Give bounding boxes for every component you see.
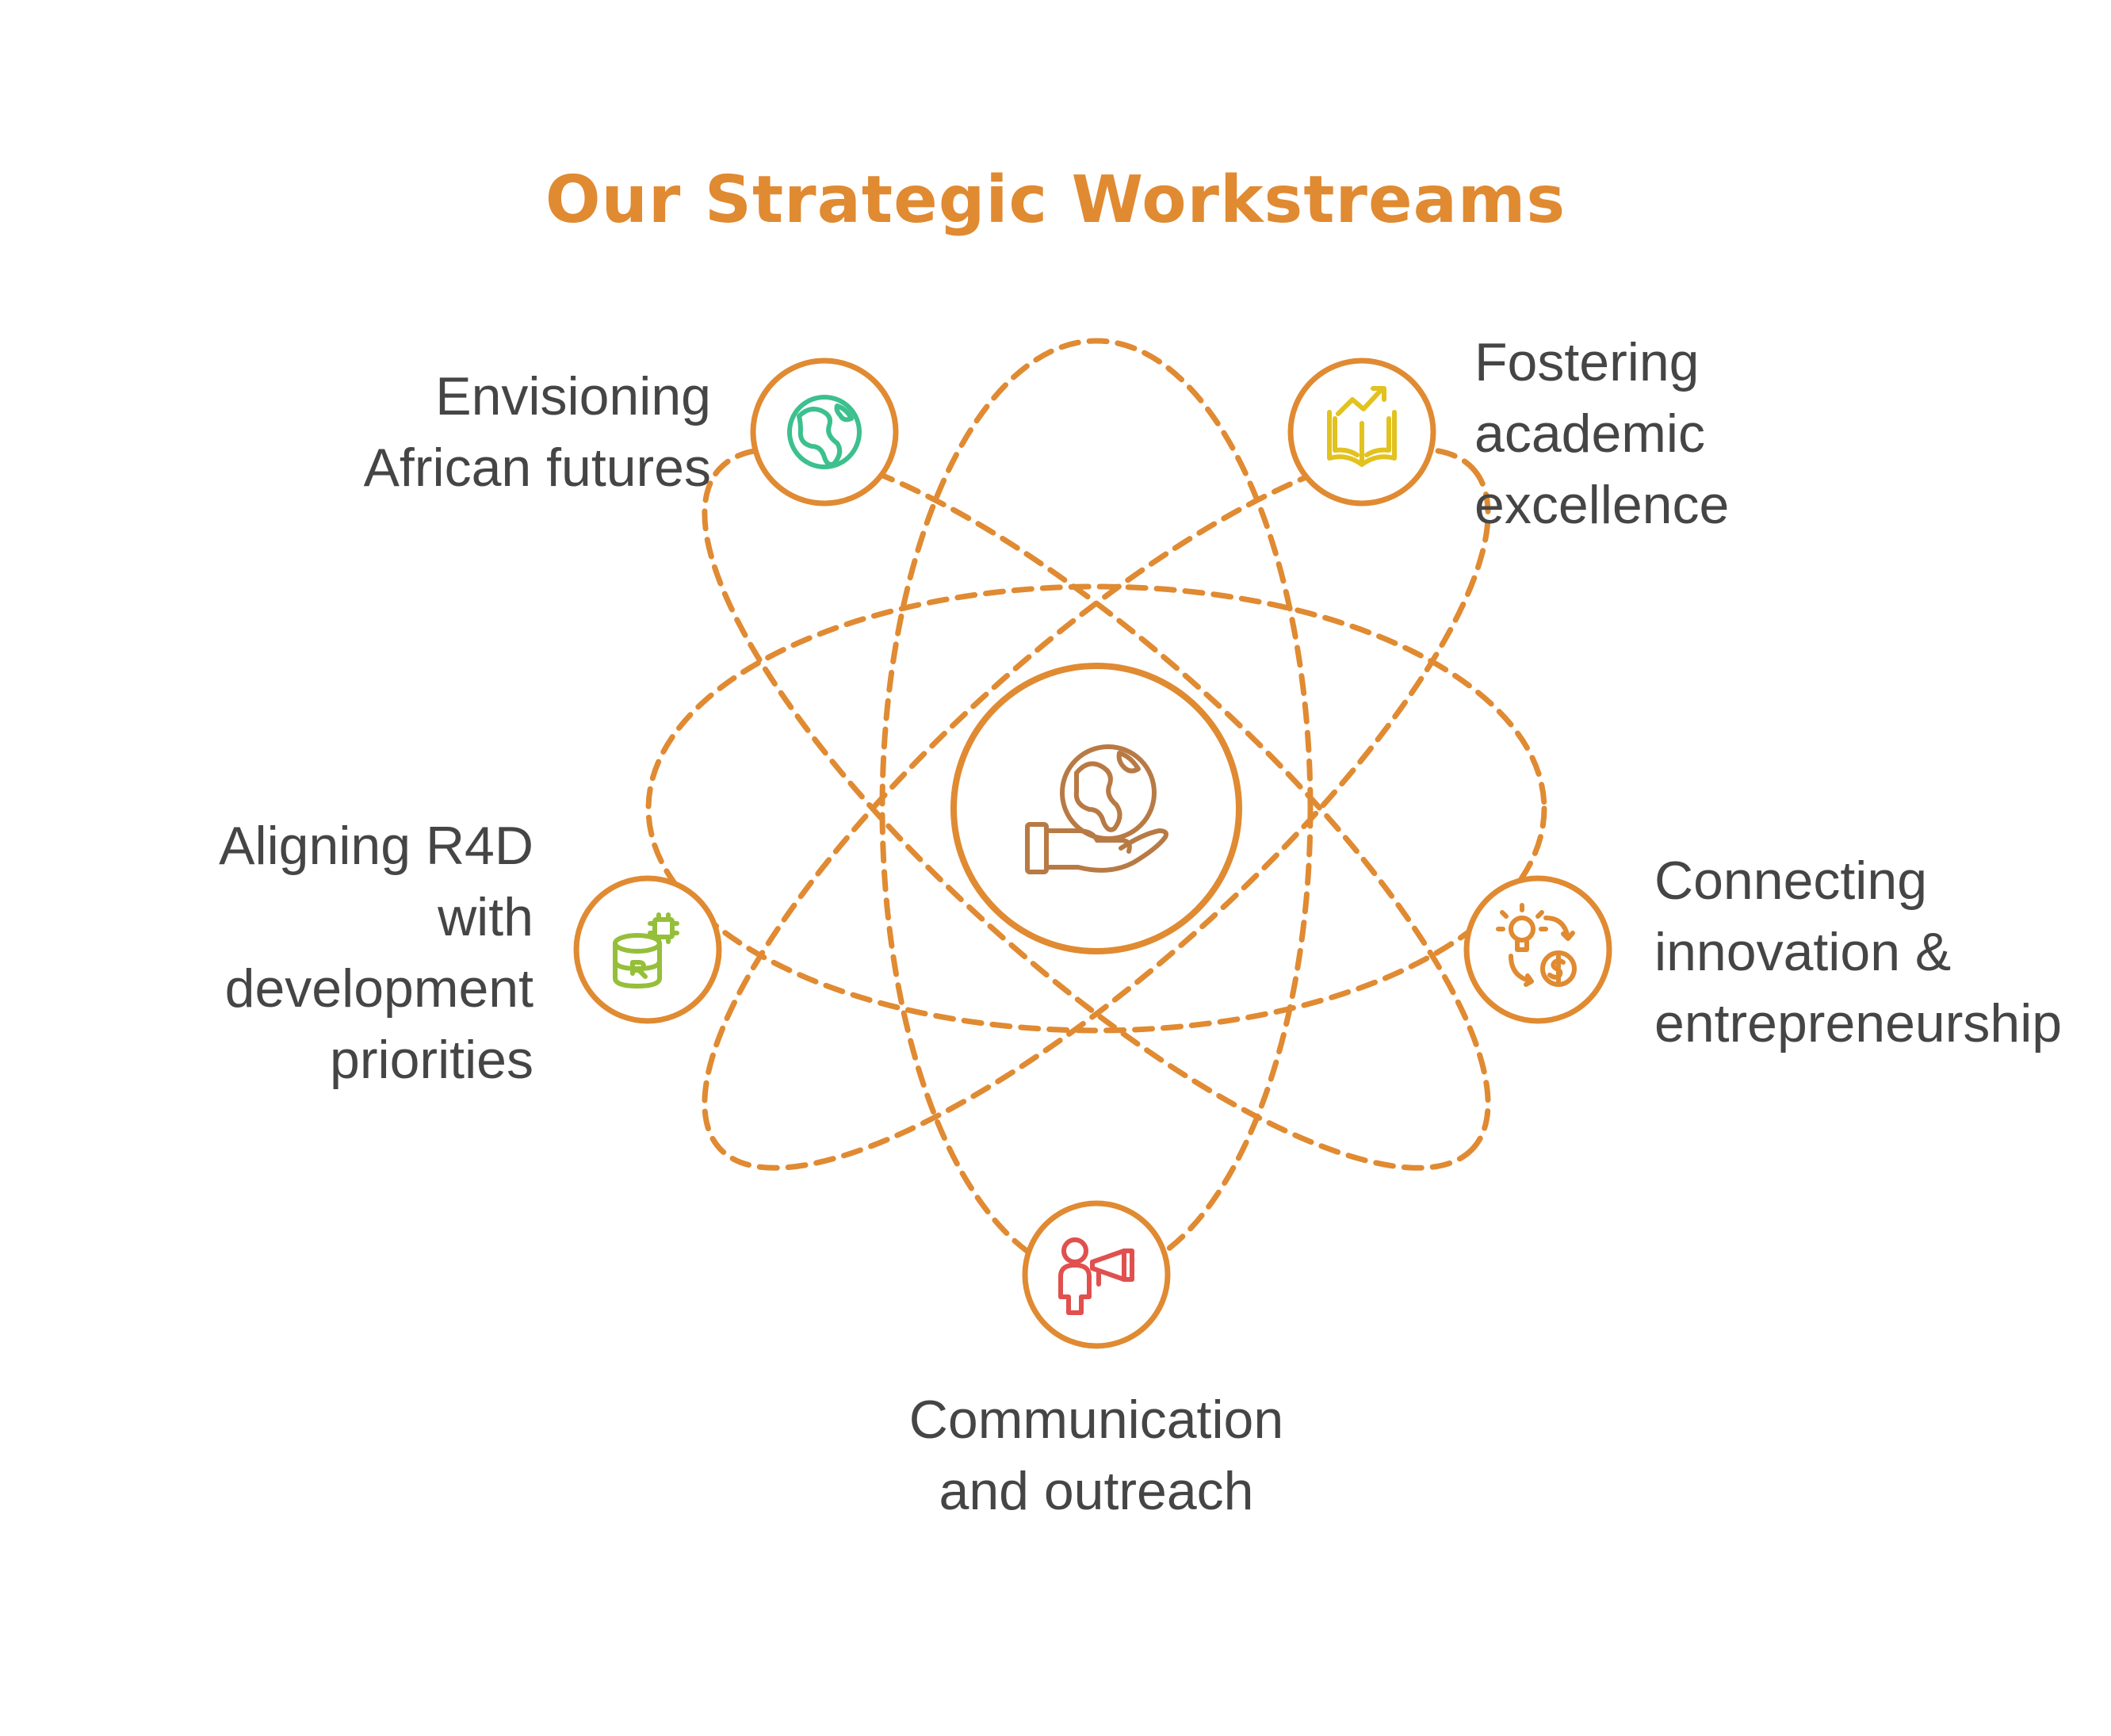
label-communication-outreach: Communication and outreach (908, 1390, 1284, 1521)
globe-africa-icon (787, 395, 862, 469)
orbit-diagonal-up (702, 446, 1491, 1171)
diagram-title: Our Strategic Workstreams (545, 163, 1566, 238)
orbit-horizontal (645, 583, 1547, 1034)
label-connecting-innovation: Connecting innovation & entrepreneurship (1654, 851, 2063, 1053)
book-growth-icon (1327, 386, 1397, 467)
hand-holding-globe-icon (1025, 744, 1168, 874)
idea-money-cycle-icon (1496, 903, 1577, 987)
node-envisioning-african-futures (750, 358, 899, 507)
orbits (645, 338, 1547, 1279)
label-fostering-academic-excellence: Fostering academic excellence (1474, 332, 1730, 535)
node-communication-outreach (1022, 1200, 1171, 1349)
database-chip-icon (613, 912, 679, 988)
node-fostering-academic-excellence (1287, 358, 1436, 507)
node-connecting-innovation (1463, 875, 1612, 1024)
center-node (950, 663, 1242, 954)
megaphone-person-icon (1058, 1237, 1134, 1315)
label-envisioning-african-futures: Envisioning African futures (363, 366, 711, 498)
orbit-diagonal-down (702, 446, 1491, 1171)
label-aligning-r4d: Aligning R4D with development priorities (219, 816, 533, 1090)
node-aligning-r4d (573, 875, 722, 1024)
